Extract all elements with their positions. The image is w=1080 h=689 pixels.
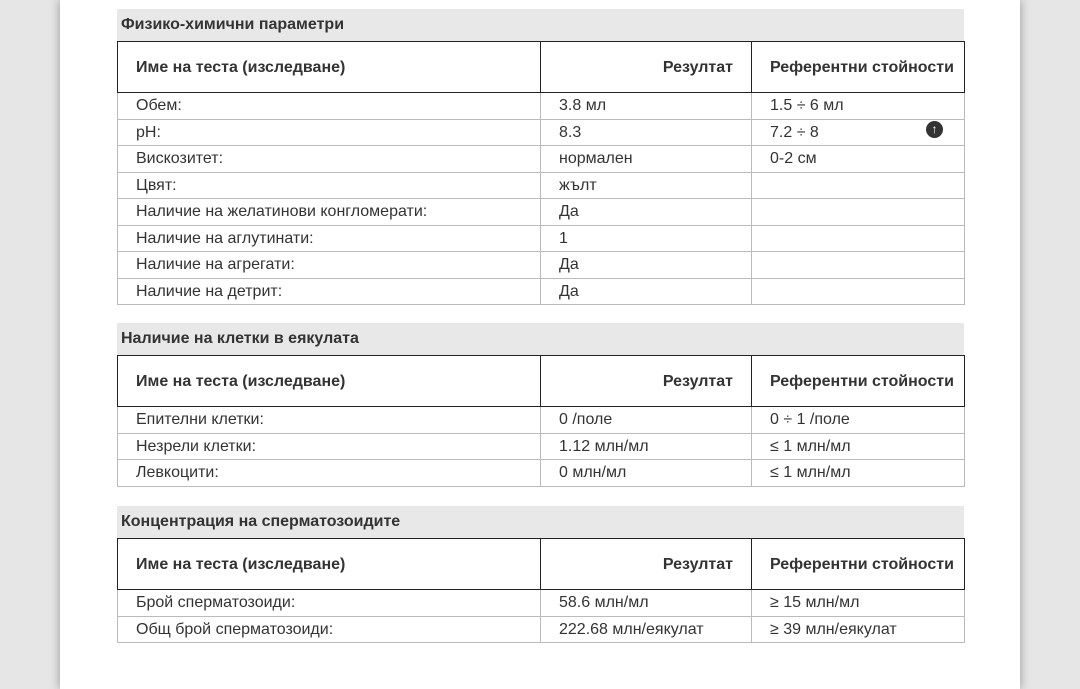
table-row: Цвят: жълт: [117, 171, 965, 199]
cell-result: Да: [540, 198, 752, 226]
cell-name: Брой сперматозоиди:: [117, 589, 541, 617]
section-title: Концентрация на сперматозоидите: [117, 506, 964, 538]
cell-result: 3.8 мл: [540, 92, 752, 120]
header-result: Резултат: [540, 41, 752, 93]
cell-name: Незрели клетки:: [117, 432, 541, 460]
section-concentration: Концентрация на сперматозоидите Име на те…: [117, 506, 965, 643]
header-reference: Референтни стойности: [751, 41, 965, 93]
cell-name: Цвят:: [117, 171, 541, 199]
cell-name: pH:: [117, 118, 541, 146]
header-result: Резултат: [540, 538, 752, 590]
cell-reference: [751, 224, 965, 252]
table-row: Наличие на агрегати: Да: [117, 251, 965, 279]
section-title: Наличие на клетки в еякулата: [117, 323, 964, 355]
cell-name: Наличие на аглутинати:: [117, 224, 541, 252]
cell-result: нормален: [540, 145, 752, 173]
header-name: Име на теста (изследване): [117, 41, 541, 93]
section-physico-chemical: Физико-химични параметри Име на теста (из…: [117, 9, 965, 305]
header-name: Име на теста (изследване): [117, 538, 541, 590]
cell-result: 8.3: [540, 118, 752, 146]
table-row: Наличие на детрит: Да: [117, 277, 965, 305]
cell-result: 0 млн/мл: [540, 459, 752, 487]
cell-reference: ≥ 15 млн/мл: [751, 589, 965, 617]
results-table: Име на теста (изследване) Резултат Референ…: [117, 538, 965, 643]
cell-result: Да: [540, 251, 752, 279]
cell-reference: 1.5 ÷ 6 мл: [751, 92, 965, 120]
cell-reference: [751, 198, 965, 226]
cell-name: Вискозитет:: [117, 145, 541, 173]
cell-reference: [751, 277, 965, 305]
section-title: Физико-химични параметри: [117, 9, 964, 41]
cell-name: Наличие на агрегати:: [117, 251, 541, 279]
table-row: Незрели клетки: 1.12 млн/мл ≤ 1 млн/мл: [117, 432, 965, 460]
cell-result: 1.12 млн/мл: [540, 432, 752, 460]
header-reference: Референтни стойности: [751, 538, 965, 590]
table-row: Левкоцити: 0 млн/мл ≤ 1 млн/мл: [117, 459, 965, 487]
cell-result: 222.68 млн/еякулат: [540, 615, 752, 643]
table-row: Наличие на желатинови конгломерати: Да: [117, 198, 965, 226]
table-row: Вискозитет: нормален 0-2 см: [117, 145, 965, 173]
table-row: Обем: 3.8 мл 1.5 ÷ 6 мл: [117, 92, 965, 120]
cell-name: Наличие на желатинови конгломерати:: [117, 198, 541, 226]
section-cells: Наличие на клетки в еякулата Име на теста…: [117, 323, 965, 487]
table-header: Име на теста (изследване) Резултат Референ…: [117, 355, 965, 407]
cell-reference: [751, 251, 965, 279]
table-row: Общ брой сперматозоиди: 222.68 млн/еякула…: [117, 615, 965, 643]
table-row: Брой сперматозоиди: 58.6 млн/мл ≥ 15 млн/м…: [117, 589, 965, 617]
cell-name: Епителни клетки:: [117, 406, 541, 434]
cell-reference: [751, 171, 965, 199]
cell-name: Левкоцити:: [117, 459, 541, 487]
cell-reference: ≥ 39 млн/еякулат: [751, 615, 965, 643]
table-header: Име на теста (изследване) Резултат Референ…: [117, 538, 965, 590]
cell-reference: ≤ 1 млн/мл: [751, 459, 965, 487]
table-row: pH: 8.3 7.2 ÷ 8: [117, 118, 965, 146]
results-table: Име на теста (изследване) Резултат Референ…: [117, 355, 965, 487]
cell-result: 1: [540, 224, 752, 252]
cell-reference: ≤ 1 млн/мл: [751, 432, 965, 460]
table-row: Епителни клетки: 0 /поле 0 ÷ 1 /поле: [117, 406, 965, 434]
header-name: Име на теста (изследване): [117, 355, 541, 407]
cell-name: Общ брой сперматозоиди:: [117, 615, 541, 643]
table-row: Наличие на аглутинати: 1: [117, 224, 965, 252]
table-header: Име на теста (изследване) Резултат Референ…: [117, 41, 965, 93]
cell-result: Да: [540, 277, 752, 305]
cell-reference: 0 ÷ 1 /поле: [751, 406, 965, 434]
cell-result: жълт: [540, 171, 752, 199]
results-table: Име на теста (изследване) Резултат Референ…: [117, 41, 965, 305]
arrow-up-circle-icon: ↑: [926, 121, 943, 138]
cell-result: 58.6 млн/мл: [540, 589, 752, 617]
cell-name: Обем:: [117, 92, 541, 120]
header-result: Резултат: [540, 355, 752, 407]
cell-name: Наличие на детрит:: [117, 277, 541, 305]
cell-result: 0 /поле: [540, 406, 752, 434]
cell-reference: 0-2 см: [751, 145, 965, 173]
header-reference: Референтни стойности: [751, 355, 965, 407]
document-page: Физико-химични параметри Име на теста (из…: [60, 0, 1020, 689]
